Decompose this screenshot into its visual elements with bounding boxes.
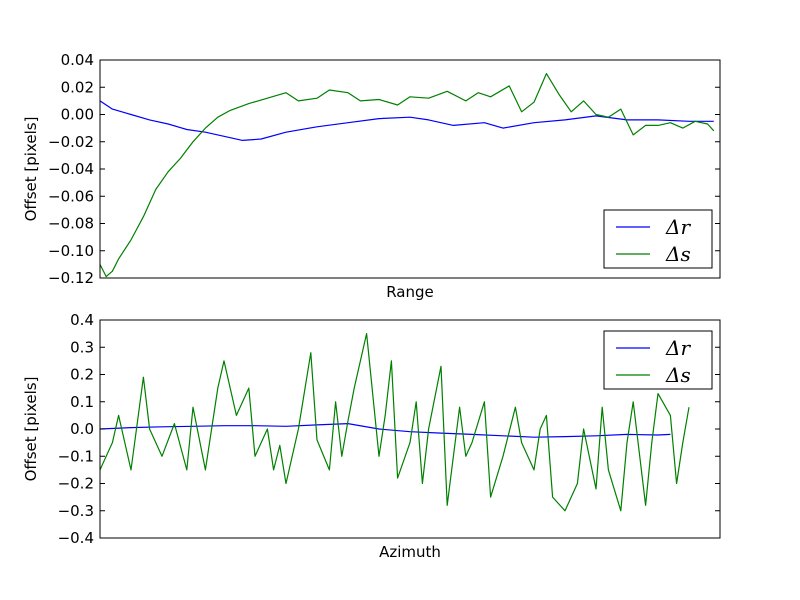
legend-label: Δs <box>665 242 691 266</box>
y-tick-label: −0.3 <box>58 502 94 520</box>
y-tick-label: −0.08 <box>48 215 94 233</box>
y-tick-label: −0.12 <box>48 269 94 287</box>
legend-box <box>603 330 713 390</box>
legend-box <box>603 209 713 269</box>
range-offset-panel: 0.04 0.02 0.00 −0.02 −0.04 −0.06 −0.08 −0.10 −0.… <box>22 51 721 301</box>
y-axis-label: Offset [pixels] <box>22 377 40 482</box>
legend: Δr Δs <box>603 209 713 269</box>
series-line-delta-s <box>100 72 715 278</box>
y-tick-label: −0.2 <box>58 475 94 493</box>
y-tick-label: −0.4 <box>58 529 94 547</box>
y-tick-label: 0.4 <box>70 311 94 329</box>
y-tick-label: 0.04 <box>61 51 94 69</box>
y-tick-label: −0.1 <box>58 447 94 465</box>
series-line-delta-s <box>100 333 690 512</box>
azimuth-offset-panel: 0.4 0.3 0.2 0.1 0.0 −0.1 −0.2 −0.3 −0.4 Azimuth Of… <box>22 311 721 561</box>
series-group <box>100 72 715 278</box>
y-tick-label: 0.1 <box>70 393 94 411</box>
legend-label: Δr <box>665 215 691 239</box>
legend-label: Δs <box>665 363 691 387</box>
legend-label: Δr <box>665 336 691 360</box>
y-tick-label: −0.06 <box>48 187 94 205</box>
series-group <box>100 333 690 512</box>
y-tick-label: 0.2 <box>70 366 94 384</box>
y-tick-label: 0.3 <box>70 338 94 356</box>
y-tick-label: −0.04 <box>48 160 94 178</box>
y-tick-label: 0.02 <box>61 78 94 96</box>
y-tick-label: 0.0 <box>70 420 94 438</box>
y-tick-label: 0.00 <box>61 106 94 124</box>
series-line-delta-r <box>100 100 714 141</box>
y-axis-label: Offset [pixels] <box>22 117 40 222</box>
x-axis-label: Azimuth <box>379 543 441 561</box>
legend: Δr Δs <box>603 330 713 390</box>
y-tick-label: −0.02 <box>48 133 94 151</box>
x-axis-label: Range <box>386 283 434 301</box>
y-tick-label: −0.10 <box>48 242 94 260</box>
